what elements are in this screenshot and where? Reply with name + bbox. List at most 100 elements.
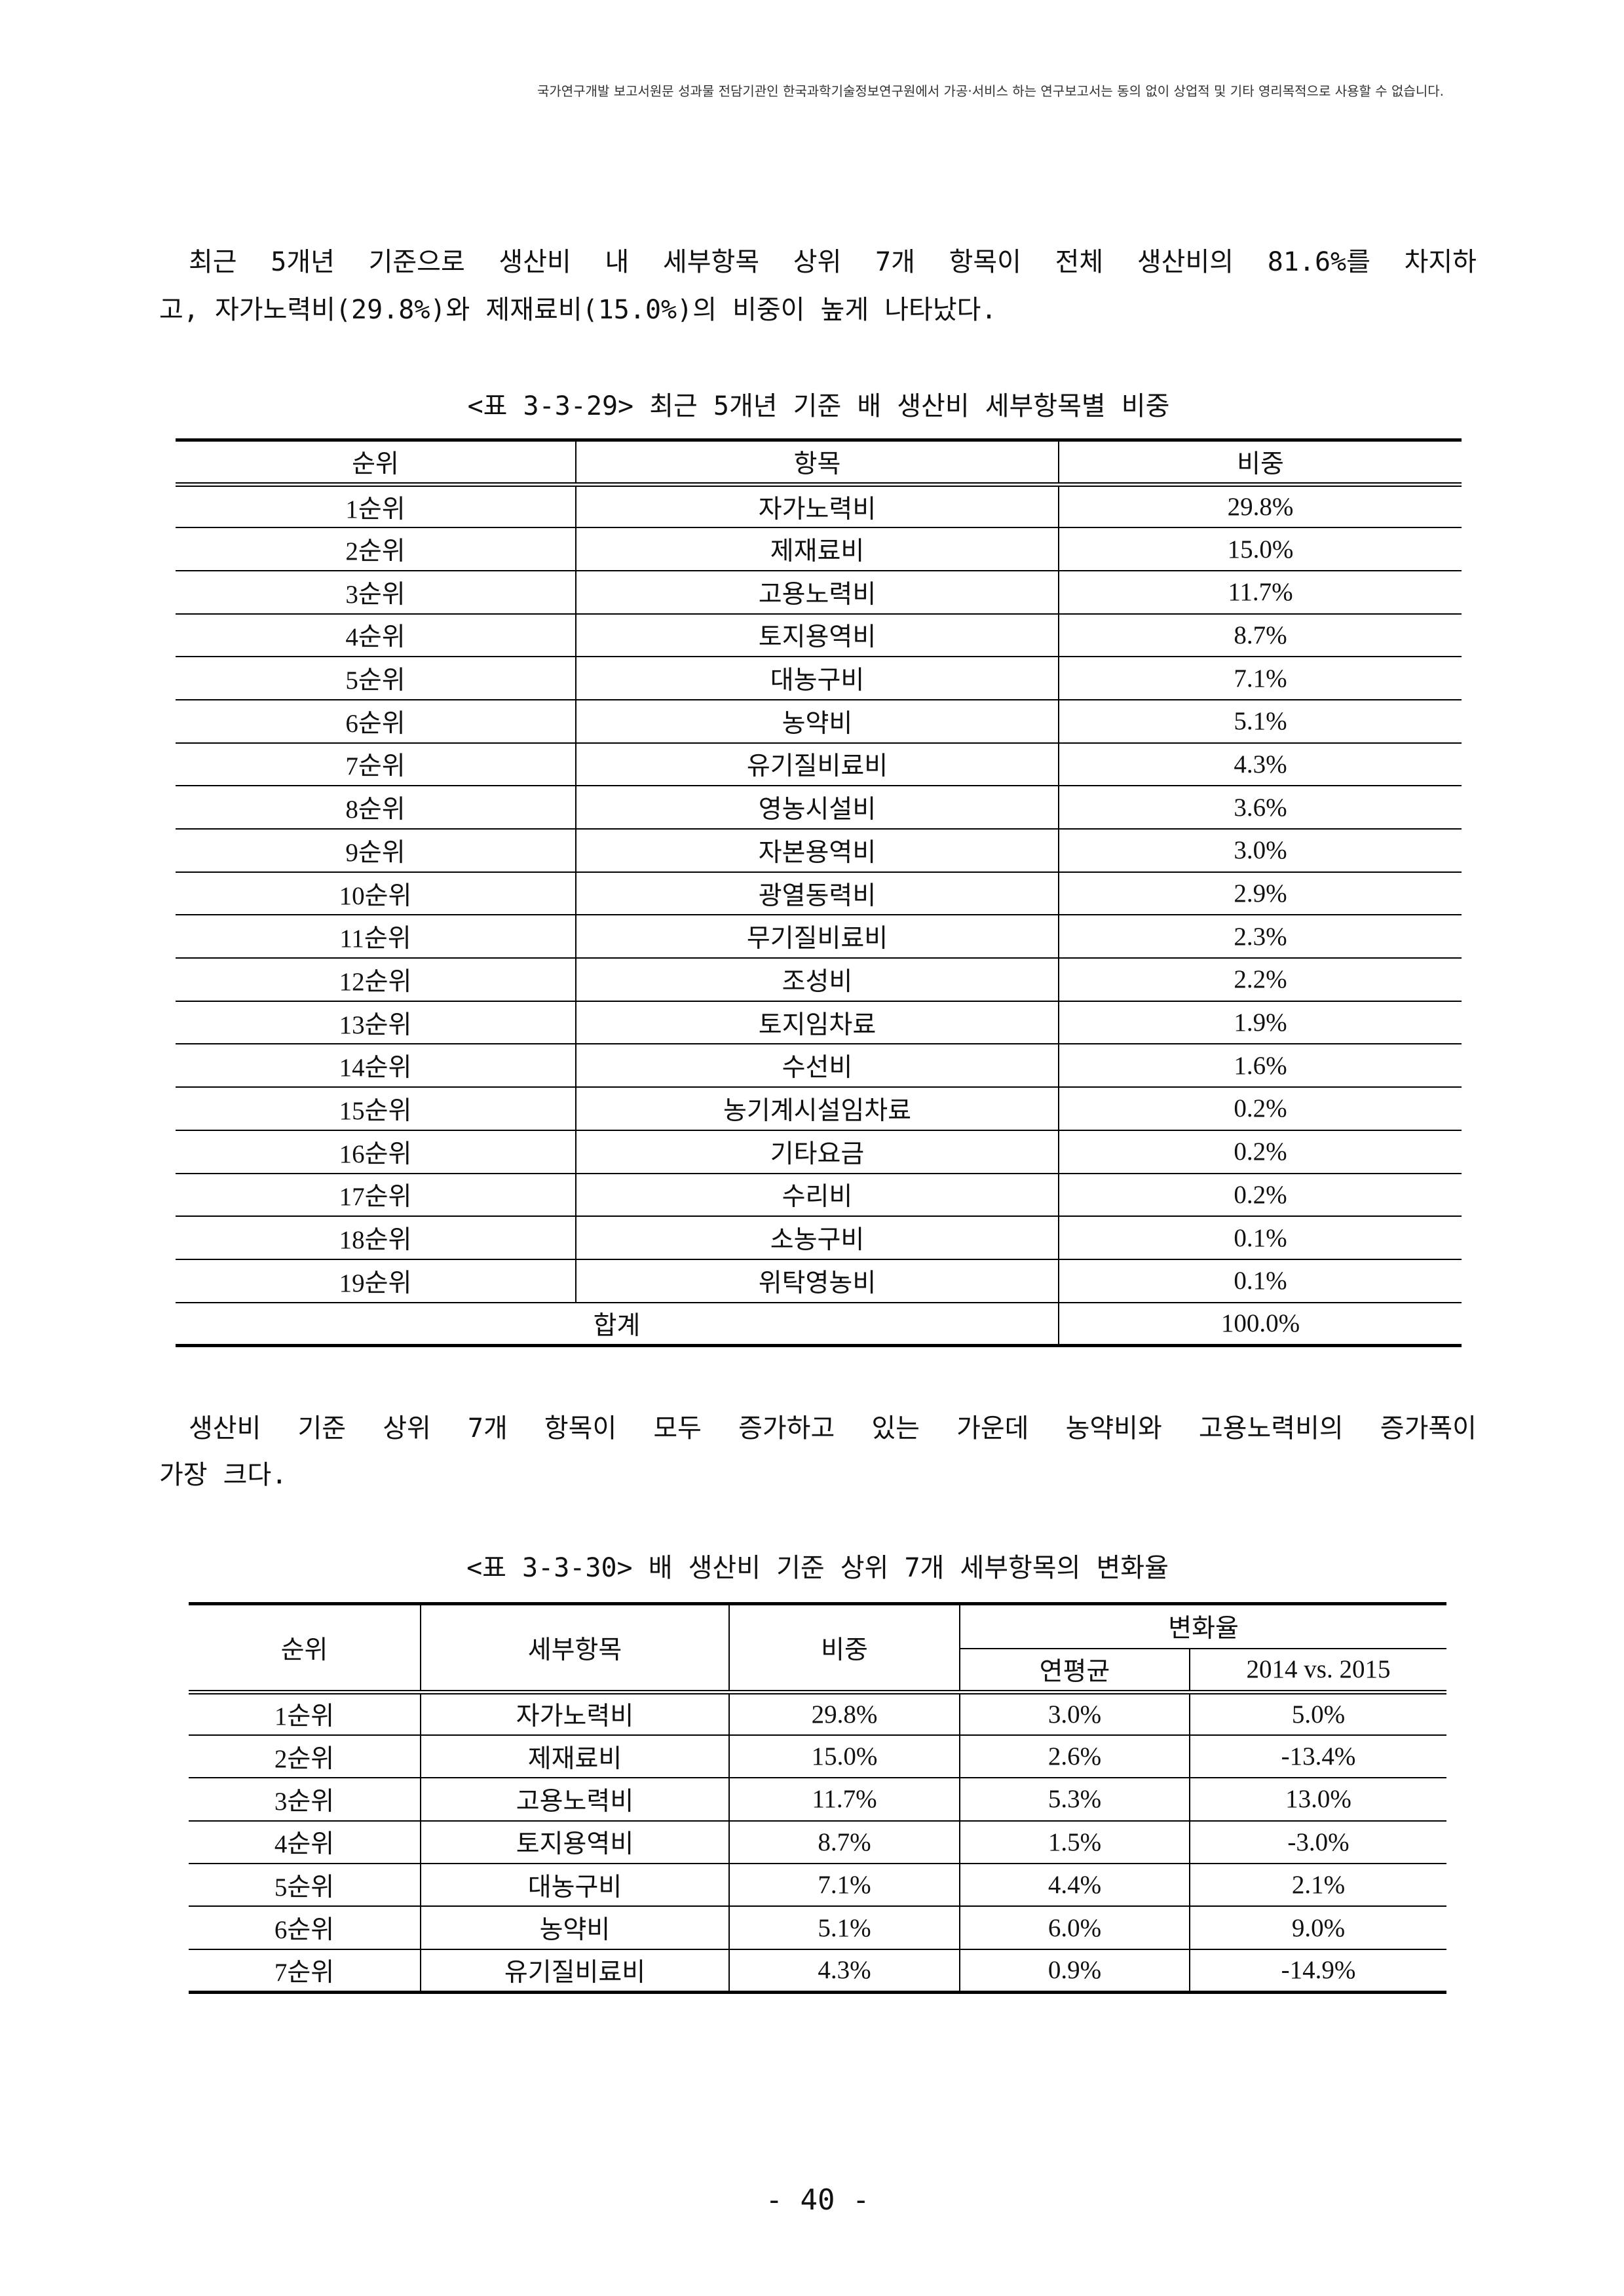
- total-label: 합계: [176, 1301, 1059, 1346]
- table-2-body: 1순위 자가노력비 29.8% 3.0% 5.0% 2순위 제재료비 15.0% 2.6% -1…: [189, 1691, 1447, 1993]
- table-header-row: 순위 항목 비중: [176, 440, 1462, 487]
- share-cell: 4.3%: [728, 1948, 960, 1993]
- table-subheader-row: 연평균 2014 vs. 2015: [189, 1648, 1447, 1694]
- share-cell: 1.6%: [1058, 1043, 1462, 1088]
- share-cell: 11.7%: [1058, 569, 1462, 614]
- share-cell: 15.0%: [728, 1734, 960, 1778]
- rank-cell: 1순위: [176, 484, 576, 528]
- share-cell: 11.7%: [728, 1777, 960, 1821]
- paragraph-2-line-2: 가장 크다.: [159, 1460, 288, 1490]
- item-cell: 제재료비: [420, 1734, 729, 1778]
- rank-cell: 11순위: [176, 914, 576, 959]
- item-cell: 수선비: [575, 1043, 1059, 1088]
- share-cell: 7.1%: [1058, 656, 1462, 700]
- rank-cell: 3순위: [176, 569, 576, 614]
- table-row: 7순위 유기질비료비 4.3%: [176, 742, 1462, 786]
- table-1-cost-share: 순위 항목 비중 1순위 자가노력비 29.8% 2순위 제재료비 15.0% 3순위 고…: [176, 438, 1462, 1347]
- share-cell: 7.1%: [728, 1863, 960, 1907]
- table-total-row: 합계 100.0%: [176, 1301, 1462, 1346]
- rank-cell: 10순위: [176, 871, 576, 915]
- yoy-change-cell: -3.0%: [1188, 1820, 1447, 1864]
- header-item: 항목: [575, 440, 1059, 487]
- item-cell: 소농구비: [575, 1215, 1059, 1259]
- header-rank: 순위: [176, 440, 576, 487]
- table-row: 5순위 대농구비 7.1%: [176, 656, 1462, 700]
- share-cell: 0.2%: [1058, 1086, 1462, 1130]
- table-row: 9순위 자본용역비 3.0%: [176, 828, 1462, 872]
- rank-cell: 9순위: [176, 828, 576, 872]
- item-cell: 유기질비료비: [420, 1948, 729, 1993]
- paragraph-1-line-2: 고, 자가노력비(29.8%)와 제재료비(15.0%)의 비중이 높게 나타났…: [159, 295, 997, 325]
- item-cell: 농기계시설임차료: [575, 1086, 1059, 1130]
- table-row: 4순위 토지용역비 8.7% 1.5% -3.0%: [189, 1820, 1447, 1864]
- annual-average-cell: 0.9%: [959, 1948, 1190, 1993]
- item-cell: 무기질비료비: [575, 914, 1059, 959]
- rank-cell: 8순위: [176, 785, 576, 829]
- header-item: 세부항목: [420, 1603, 729, 1694]
- header-change-rate: 변화율: [958, 1603, 1447, 1649]
- table-row: 19순위 위탁영농비 0.1%: [176, 1258, 1462, 1303]
- table-row: 7순위 유기질비료비 4.3% 0.9% -14.9%: [189, 1948, 1447, 1993]
- total-share: 100.0%: [1058, 1301, 1462, 1346]
- rank-cell: 4순위: [189, 1820, 421, 1864]
- rank-cell: 15순위: [176, 1086, 576, 1130]
- item-cell: 농약비: [420, 1905, 729, 1949]
- item-cell: 자가노력비: [420, 1691, 729, 1735]
- share-cell: 8.7%: [728, 1820, 960, 1864]
- yoy-change-cell: -14.9%: [1188, 1948, 1447, 1993]
- yoy-change-cell: 9.0%: [1188, 1905, 1447, 1949]
- table-row: 10순위 광열동력비 2.9%: [176, 871, 1462, 915]
- table-row: 17순위 수리비 0.2%: [176, 1172, 1462, 1217]
- share-cell: 2.2%: [1058, 957, 1462, 1001]
- item-cell: 고용노력비: [575, 569, 1059, 614]
- share-cell: 29.8%: [728, 1691, 960, 1735]
- share-cell: 4.3%: [1058, 742, 1462, 786]
- table-row: 12순위 조성비 2.2%: [176, 957, 1462, 1001]
- table-row: 6순위 농약비 5.1% 6.0% 9.0%: [189, 1905, 1447, 1949]
- header-share: 비중: [1058, 440, 1462, 487]
- share-cell: 0.1%: [1058, 1215, 1462, 1259]
- table-1-header: 순위 항목 비중: [176, 440, 1462, 487]
- rank-cell: 7순위: [189, 1948, 421, 1993]
- item-cell: 토지임차료: [575, 1000, 1059, 1044]
- table-row: 18순위 소농구비 0.1%: [176, 1215, 1462, 1259]
- table-row: 16순위 기타요금 0.2%: [176, 1129, 1462, 1174]
- item-cell: 제재료비: [575, 527, 1059, 571]
- share-cell: 0.1%: [1058, 1258, 1462, 1303]
- item-cell: 대농구비: [575, 656, 1059, 700]
- table-row: 4순위 토지용역비 8.7%: [176, 613, 1462, 657]
- table-row: 14순위 수선비 1.6%: [176, 1043, 1462, 1088]
- rank-cell: 4순위: [176, 613, 576, 657]
- item-cell: 위탁영농비: [575, 1258, 1059, 1303]
- header-annual-average: 연평균: [959, 1648, 1190, 1694]
- annual-average-cell: 4.4%: [959, 1863, 1190, 1907]
- table-row: 2순위 제재료비 15.0% 2.6% -13.4%: [189, 1734, 1447, 1778]
- rank-cell: 14순위: [176, 1043, 576, 1088]
- rank-cell: 6순위: [189, 1905, 421, 1949]
- rank-cell: 6순위: [176, 698, 576, 743]
- header-notice: 국가연구개발 보고서원문 성과물 전담기관인 한국과학기술정보연구원에서 가공·…: [537, 83, 1444, 99]
- header-2014-vs-2015: 2014 vs. 2015: [1188, 1648, 1447, 1694]
- share-cell: 1.9%: [1058, 1000, 1462, 1044]
- item-cell: 자본용역비: [575, 828, 1059, 872]
- table-row: 2순위 제재료비 15.0%: [176, 527, 1462, 571]
- table-2-caption: <표 3-3-30> 배 생산비 기준 상위 7개 세부항목의 변화율: [466, 1553, 1169, 1583]
- table-1-body: 1순위 자가노력비 29.8% 2순위 제재료비 15.0% 3순위 고용노력비 11.7%…: [176, 484, 1462, 1346]
- share-cell: 5.1%: [728, 1905, 960, 1949]
- rank-cell: 13순위: [176, 1000, 576, 1044]
- item-cell: 농약비: [575, 698, 1059, 743]
- share-cell: 3.6%: [1058, 785, 1462, 829]
- item-cell: 유기질비료비: [575, 742, 1059, 786]
- table-row: 6순위 농약비 5.1%: [176, 698, 1462, 743]
- share-cell: 0.2%: [1058, 1129, 1462, 1174]
- share-cell: 29.8%: [1058, 484, 1462, 528]
- paragraph-1-line-1: 최근 5개년 기준으로 생산비 내 세부항목 상위 7개 항목이 전체 생산비의…: [189, 247, 1477, 277]
- item-cell: 토지용역비: [575, 613, 1059, 657]
- share-cell: 2.3%: [1058, 914, 1462, 959]
- yoy-change-cell: 5.0%: [1188, 1691, 1447, 1735]
- yoy-change-cell: -13.4%: [1188, 1734, 1447, 1778]
- table-row: 1순위 자가노력비 29.8%: [176, 484, 1462, 528]
- share-cell: 8.7%: [1058, 613, 1462, 657]
- rank-cell: 5순위: [189, 1863, 421, 1907]
